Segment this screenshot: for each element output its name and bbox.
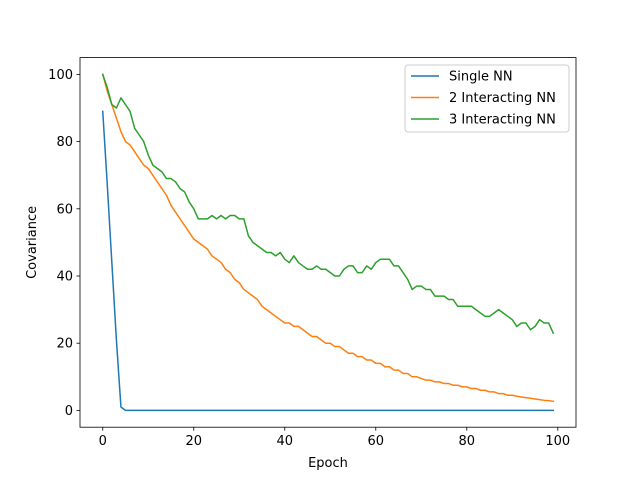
x-tick-label: 40 [276,434,293,449]
x-tick-label: 0 [99,434,107,449]
y-tick-label: 40 [56,270,73,285]
series-line-1 [101,110,554,412]
y-tick-label: 60 [56,202,73,217]
legend: Single NN 2 Interacting NN 3 Interacting N… [404,64,570,133]
y-axis-title: Covariance [25,206,40,279]
y-tick-label: 100 [48,68,73,83]
x-tick-label: 100 [545,434,570,449]
x-axis: 0 20 40 60 80 100 [99,427,570,449]
legend-label-3: 3 Interacting NN [449,113,556,128]
y-tick-label: 0 [65,404,73,419]
legend-label-2: 2 Interacting NN [449,91,556,106]
x-axis-title: Epoch [308,456,348,471]
y-tick-label: 20 [56,337,73,352]
series-line-3 [101,73,555,335]
legend-box [404,64,570,133]
series-layer [101,73,555,412]
y-axis: 0 20 40 60 80 100 [48,68,80,419]
x-tick-label: 20 [185,434,202,449]
plot-frame [79,57,577,428]
x-tick-label: 60 [368,434,385,449]
y-tick-label: 80 [56,135,73,150]
series-line-2 [101,73,555,403]
legend-label-1: Single NN [449,70,513,85]
x-tick-label: 80 [459,434,476,449]
